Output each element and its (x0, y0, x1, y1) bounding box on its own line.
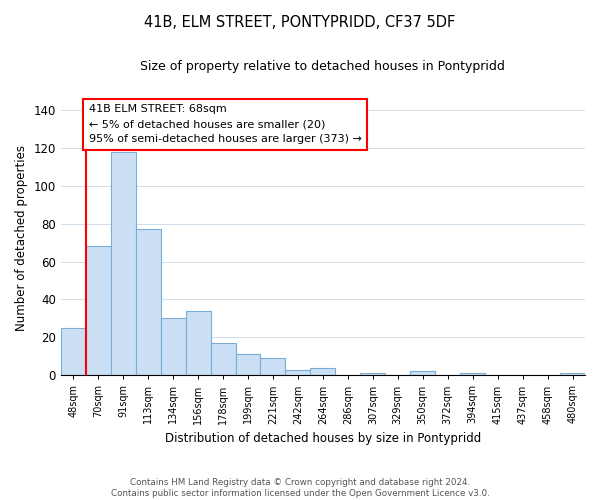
Bar (61, 328, 86, 376)
Bar (410, 372, 435, 376)
Bar (111, 152, 136, 376)
Bar (86, 246, 111, 376)
Y-axis label: Number of detached properties: Number of detached properties (15, 145, 28, 331)
Bar (560, 374, 585, 376)
Bar (161, 318, 185, 376)
Text: Contains HM Land Registry data © Crown copyright and database right 2024.
Contai: Contains HM Land Registry data © Crown c… (110, 478, 490, 498)
Title: Size of property relative to detached houses in Pontypridd: Size of property relative to detached ho… (140, 60, 505, 73)
Bar (310, 368, 335, 376)
Text: 41B, ELM STREET, PONTYPRIDD, CF37 5DF: 41B, ELM STREET, PONTYPRIDD, CF37 5DF (145, 15, 455, 30)
Bar (236, 354, 260, 376)
Bar (460, 374, 485, 376)
Bar (361, 374, 385, 376)
X-axis label: Distribution of detached houses by size in Pontypridd: Distribution of detached houses by size … (165, 432, 481, 445)
Bar (286, 370, 310, 376)
Text: 41B ELM STREET: 68sqm
← 5% of detached houses are smaller (20)
95% of semi-detac: 41B ELM STREET: 68sqm ← 5% of detached h… (89, 104, 362, 144)
Bar (136, 230, 161, 376)
Bar (211, 343, 236, 376)
Bar (260, 358, 286, 376)
Bar (185, 311, 211, 376)
